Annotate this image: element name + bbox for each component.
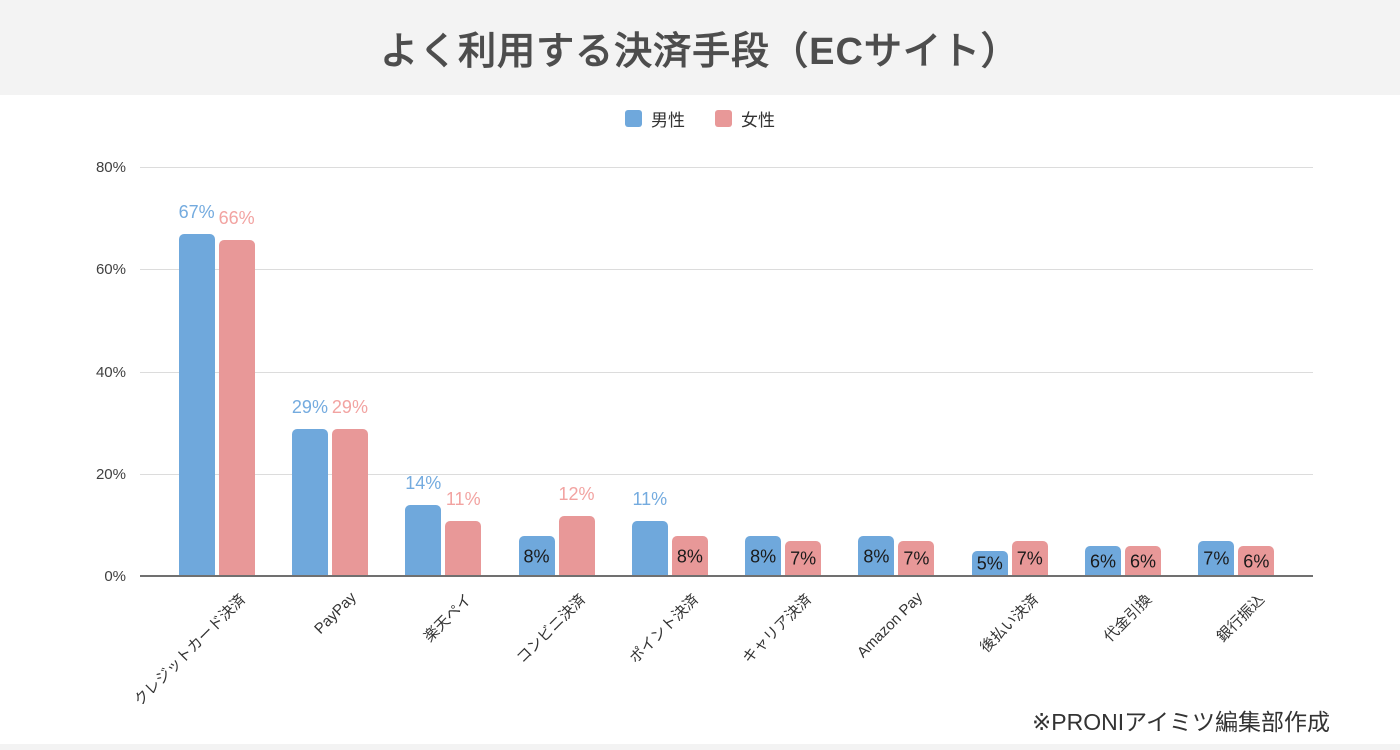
bar-group: 8% 7% Amazon Pay bbox=[840, 168, 953, 661]
x-axis-category-label: ポイント決済 bbox=[626, 591, 702, 667]
bar-value-label: 12% bbox=[558, 483, 595, 504]
bar-男性: 67% bbox=[179, 202, 215, 577]
x-axis-category-label: 楽天ペイ bbox=[420, 591, 476, 646]
bar-女性: 7% bbox=[785, 541, 822, 577]
gridline bbox=[140, 371, 1313, 373]
bar-女性: 6% bbox=[1125, 546, 1162, 577]
bar-value-label: 7% bbox=[1203, 548, 1230, 569]
bar-女性: 7% bbox=[898, 541, 935, 577]
female-color-swatch bbox=[715, 110, 732, 127]
bar-男性: 8% bbox=[518, 536, 555, 577]
bar-value-label: 6% bbox=[1130, 551, 1157, 572]
bar-男性: 5% bbox=[971, 551, 1008, 577]
x-axis-category-label: 後払い決済 bbox=[976, 591, 1042, 657]
bar-value-label: 11% bbox=[445, 488, 481, 509]
bar-group: 11% 8% ポイント決済 bbox=[613, 168, 726, 667]
bar-男性: 8% bbox=[745, 536, 782, 577]
bar-value-label: 11% bbox=[632, 488, 668, 509]
bar-value-label: 66% bbox=[218, 207, 255, 228]
bar-value-label: 6% bbox=[1090, 551, 1117, 572]
bar-group: 14% 11% 楽天ペイ bbox=[387, 168, 500, 646]
bar-group: 6% 6% 代金引換 bbox=[1066, 168, 1179, 646]
chart-title: よく利用する決済手段（ECサイト） bbox=[380, 31, 1020, 73]
y-axis-tick-label: 0% bbox=[104, 568, 126, 585]
y-axis-tick-label: 20% bbox=[95, 465, 126, 483]
y-axis-tick-label: 80% bbox=[95, 159, 126, 176]
bar-女性: 8% bbox=[671, 536, 708, 577]
plot-area: 0% 20% 40% 60% 80% 67% 66% クレジットカード決済 29% 29% PayP… bbox=[96, 159, 1313, 709]
bar-女性: 12% bbox=[559, 484, 595, 577]
bottom-strip bbox=[0, 744, 1400, 750]
bar-group: 7% 6% 銀行振込 bbox=[1180, 168, 1293, 646]
bar-value-label: 8% bbox=[750, 546, 777, 567]
x-axis-line bbox=[140, 575, 1313, 577]
bar-value-label: 29% bbox=[291, 396, 328, 417]
bar-value-label: 67% bbox=[178, 202, 215, 223]
x-axis-category-label: クレジットカード決済 bbox=[130, 591, 249, 710]
legend: 男性 女性 bbox=[0, 106, 1400, 131]
bar-男性: 11% bbox=[631, 489, 668, 577]
legend-item-female: 女性 bbox=[715, 106, 775, 131]
bar-value-label: 8% bbox=[523, 546, 550, 567]
x-axis-category-label: キャリア決済 bbox=[739, 591, 816, 667]
bar-女性: 29% bbox=[332, 397, 368, 577]
gridline bbox=[140, 167, 1313, 168]
bar-group: 29% 29% PayPay bbox=[273, 168, 386, 638]
bar-男性: 14% bbox=[405, 473, 441, 577]
source-note: ※PRONIアイミツ編集部作成 bbox=[1032, 709, 1330, 735]
bar-value-label: 14% bbox=[405, 473, 442, 494]
bar-value-label: 29% bbox=[331, 396, 368, 417]
bar-value-label: 7% bbox=[903, 548, 930, 569]
bar-女性: 7% bbox=[1011, 541, 1048, 577]
bar-value-label: 7% bbox=[1016, 548, 1043, 569]
bars-row: 67% 66% クレジットカード決済 29% 29% PayPay 14% 11% 楽天ペイ 8%… bbox=[131, 168, 1293, 709]
gridline bbox=[140, 473, 1313, 475]
y-axis-tick-label: 40% bbox=[95, 363, 126, 381]
bar-value-label: 8% bbox=[676, 546, 703, 567]
x-axis-category-label: PayPay bbox=[311, 589, 360, 638]
bar-value-label: 6% bbox=[1243, 551, 1270, 572]
x-axis-category-label: コンビニ決済 bbox=[513, 591, 589, 667]
chart-header: よく利用する決済手段（ECサイト） bbox=[0, 0, 1400, 95]
bar-男性: 7% bbox=[1198, 541, 1235, 577]
x-axis-category-label: Amazon Pay bbox=[854, 589, 927, 662]
bar-value-label: 7% bbox=[790, 548, 817, 569]
bar-group: 8% 7% キャリア決済 bbox=[726, 168, 839, 667]
bar-group: 5% 7% 後払い決済 bbox=[953, 168, 1066, 656]
bar-男性: 8% bbox=[858, 536, 895, 577]
x-axis-category-label: 代金引換 bbox=[1100, 591, 1156, 646]
y-axis-tick-label: 60% bbox=[95, 261, 126, 279]
bar-女性: 6% bbox=[1238, 546, 1275, 577]
bar-value-label: 8% bbox=[863, 546, 890, 567]
bar-group: 8% 12% コンビニ決済 bbox=[500, 168, 613, 667]
bar-女性: 11% bbox=[445, 489, 482, 577]
bar-男性: 6% bbox=[1085, 546, 1122, 577]
legend-label-female: 女性 bbox=[741, 111, 775, 130]
bar-女性: 66% bbox=[219, 208, 255, 577]
legend-item-male: 男性 bbox=[625, 106, 685, 131]
gridline bbox=[140, 269, 1313, 271]
bar-男性: 29% bbox=[292, 397, 328, 577]
male-color-swatch bbox=[625, 110, 642, 127]
bar-group: 67% 66% クレジットカード決済 bbox=[131, 168, 273, 709]
bar-value-label: 5% bbox=[976, 553, 1003, 574]
x-axis-category-label: 銀行振込 bbox=[1214, 591, 1269, 646]
legend-label-male: 男性 bbox=[651, 111, 685, 130]
